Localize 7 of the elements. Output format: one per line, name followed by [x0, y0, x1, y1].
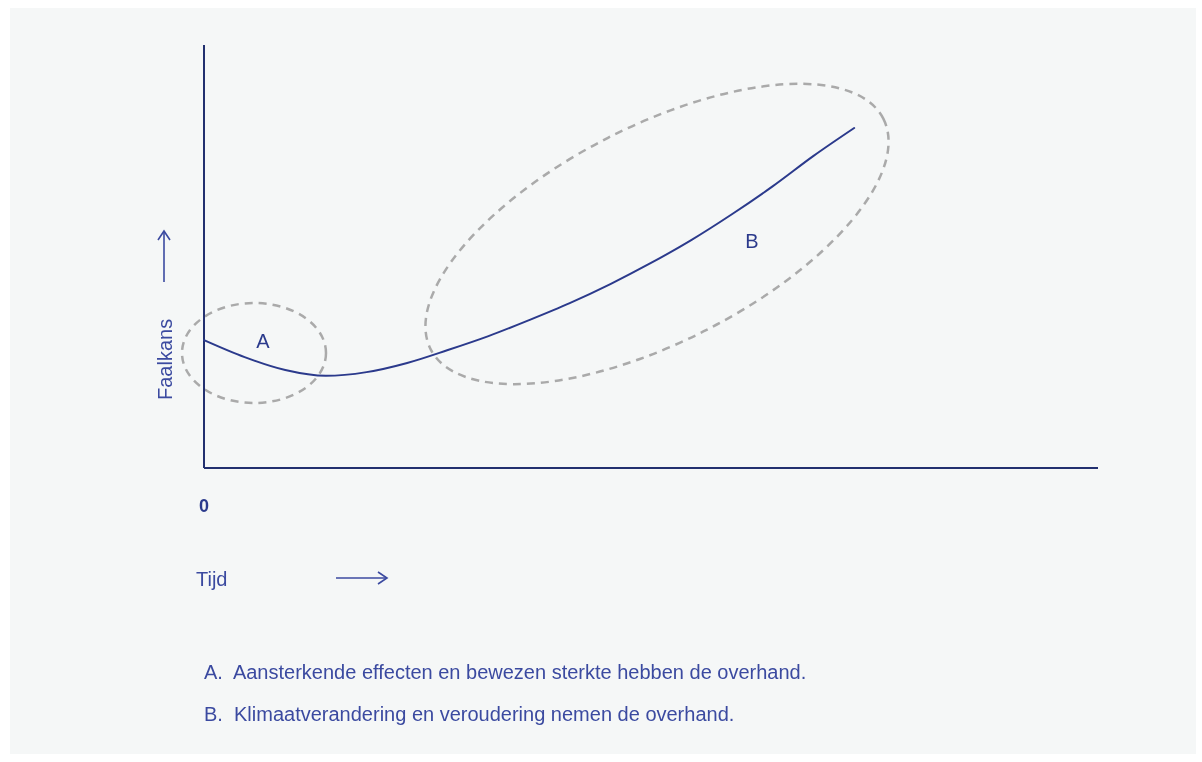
x-axis-title: Tijd [196, 568, 228, 590]
text: B. Klimaatverandering en veroudering nemen de overhand. [204, 703, 735, 725]
annotation: A [256, 330, 271, 352]
y-axis-title: Faalkans [154, 318, 176, 400]
annotation: B [745, 230, 759, 252]
text: A. Aansterkende effecten en bewezen sterkte hebben de overhand. [204, 661, 807, 683]
text: 0 [198, 496, 210, 516]
